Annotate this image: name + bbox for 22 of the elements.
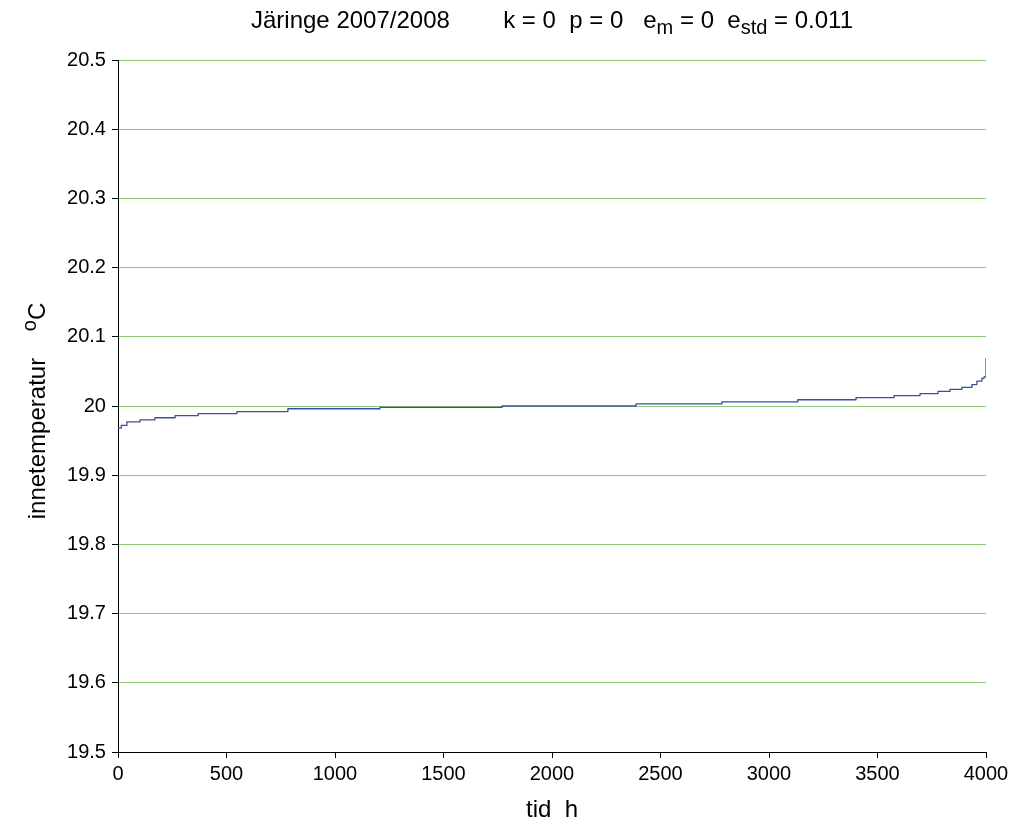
y-tick-label: 19.5 [67,739,106,762]
x-tick-label: 2000 [529,761,575,784]
y-tick-label: 20.1 [67,324,106,347]
x-tick-label: 3000 [746,761,792,784]
chart-title: Järinge 2007/2008 k = 0 p = 0 e$_{m}$ = 0 e$_{std}$ = 0.011 [250,6,854,39]
y-tick-label: 20 [83,393,106,416]
x-tick-label: 0 [112,761,124,784]
y-tick-label: 19.8 [67,531,106,554]
y-tick-label: 20.2 [67,255,106,278]
y-tick-label: 19.7 [67,601,106,624]
x-tick-label: 2500 [638,761,683,784]
x-tick-label: 500 [209,761,244,784]
y-tick-label: 20.5 [67,47,106,70]
y-tick-label: 20.4 [67,116,106,139]
x-axis-title: tid h [525,795,579,823]
x-tick-label: 3500 [855,761,900,784]
y-tick-label: 19.6 [67,670,106,693]
x-tick-label: 1000 [312,761,358,784]
y-tick-label: 20.3 [67,185,106,208]
x-tick-label: 1500 [421,761,466,784]
x-tick-label: 4000 [963,761,1009,784]
y-tick-label: 19.9 [67,462,106,485]
